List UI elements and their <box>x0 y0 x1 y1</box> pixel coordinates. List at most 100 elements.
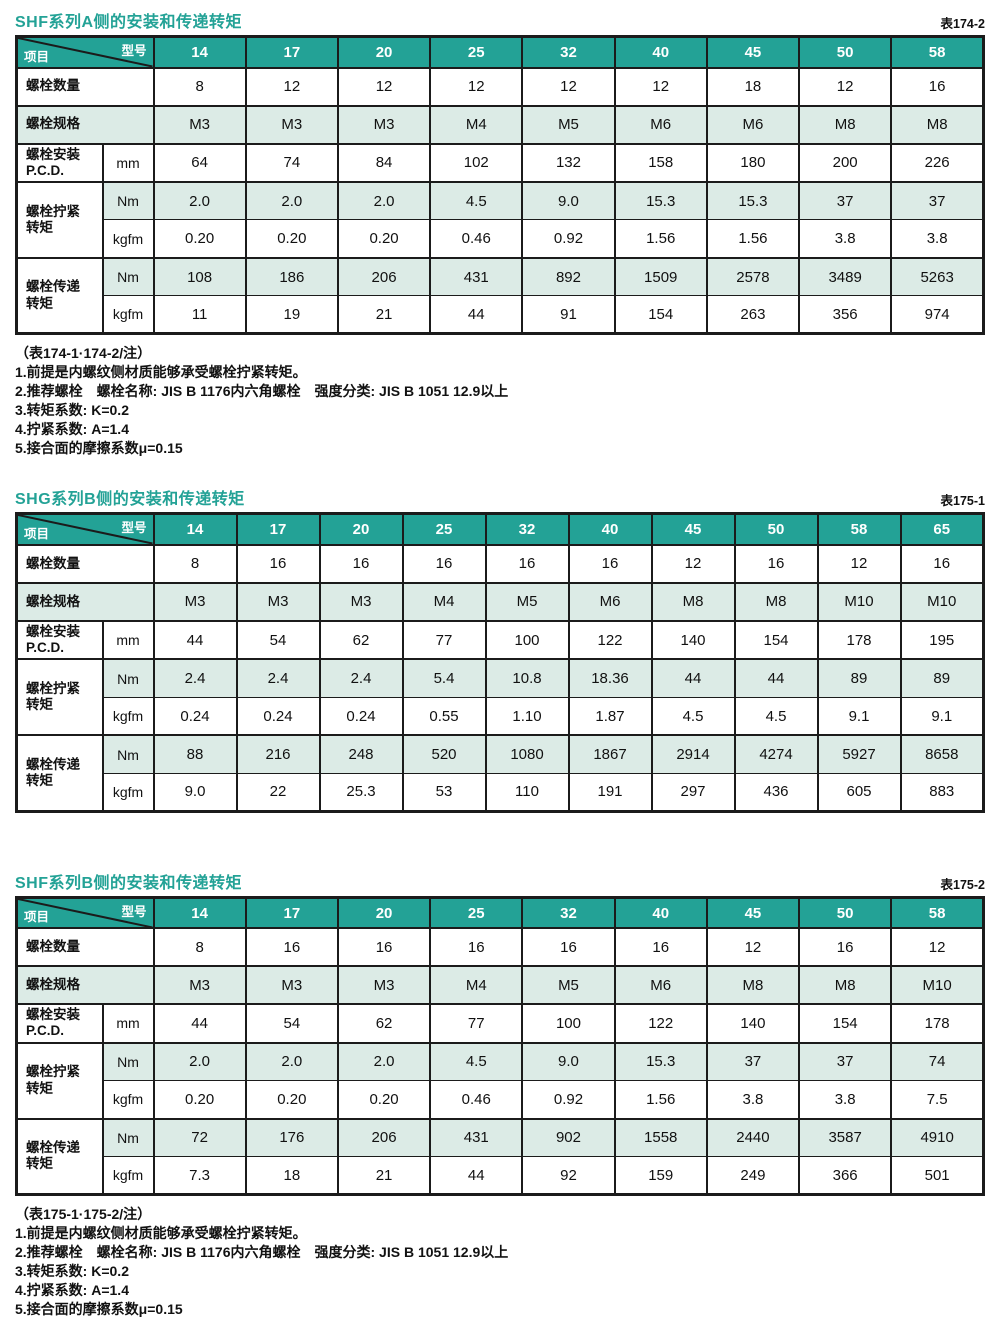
data-cell: 21 <box>336 1156 432 1196</box>
section-header: SHF系列B侧的安装和传递转矩 表175-2 <box>15 869 985 893</box>
data-cell: 44 <box>152 619 238 661</box>
data-cell: 44 <box>650 658 736 698</box>
data-cell: 8 <box>152 927 247 968</box>
data-cell: M6 <box>613 104 708 145</box>
table-row: kgfm 11 19 21 44 91 154 263 356 974 <box>17 295 985 335</box>
data-cell: 605 <box>816 772 902 813</box>
corner-label-item: 项目 <box>24 526 50 541</box>
section-shg-b-side: SHG系列B侧的安装和传递转矩 表175-1 型号 项目 14 17 20 25 32 40 4… <box>15 485 985 813</box>
data-cell: 2914 <box>650 734 736 774</box>
row-label-cell: 螺栓拧紧 转矩 <box>15 180 104 259</box>
model-header-cell: 17 <box>244 35 339 69</box>
data-cell: 122 <box>613 1003 708 1044</box>
data-cell: 8658 <box>899 734 985 774</box>
table-row: kgfm 7.3 18 21 44 92 159 249 366 501 <box>17 1156 985 1196</box>
data-cell: 4.5 <box>650 696 736 737</box>
data-cell: 7.3 <box>152 1156 247 1196</box>
data-cell: 9.0 <box>521 1041 616 1082</box>
note-line: 3.转矩系数: K=0.2 <box>15 1263 129 1280</box>
data-cell: 16 <box>336 927 432 968</box>
table-row: 螺栓传递 转矩 Nm 108 186 206 431 892 1509 2578 3489 5263 <box>15 256 985 335</box>
model-header-cell: 25 <box>401 512 487 546</box>
data-cell: 4.5 <box>429 1041 524 1082</box>
data-cell: 0.24 <box>152 696 238 737</box>
table-ref-label: 表175-2 <box>940 877 985 892</box>
model-header-cell: 32 <box>484 512 570 546</box>
data-cell: M8 <box>733 581 819 622</box>
data-cell: 436 <box>733 772 819 813</box>
data-cell: 37 <box>705 1041 801 1082</box>
data-cell: 16 <box>567 543 653 584</box>
model-header-cell: 25 <box>429 896 524 930</box>
table-row: 螺栓安装 P.C.D. mm 64 74 84 102 132 158 180 200 226 <box>15 142 985 183</box>
corner-cell: 型号 项目 <box>15 896 155 930</box>
data-cell: 520 <box>401 734 487 774</box>
model-header-cell: 20 <box>336 35 432 69</box>
model-header-cell: 17 <box>235 512 321 546</box>
model-header-cell: 25 <box>429 35 524 69</box>
data-cell: 1.56 <box>705 219 801 259</box>
data-cell: M8 <box>650 581 736 622</box>
data-cell: 15.3 <box>705 180 801 221</box>
unit-cell: Nm <box>101 180 155 221</box>
spec-table-container: 型号 项目 14 17 20 25 32 40 45 50 58 65 螺栓数量 8 16 16 16 16 16 1… <box>15 512 985 813</box>
data-cell: 89 <box>816 658 902 698</box>
table-row: kgfm 0.20 0.20 0.20 0.46 0.92 1.56 1.56 3.8 3.8 <box>17 219 985 259</box>
model-header-cell: 14 <box>152 512 238 546</box>
table-row: kgfm 0.20 0.20 0.20 0.46 0.92 1.56 3.8 3.8 7.5 <box>17 1080 985 1120</box>
data-cell: 54 <box>244 1003 339 1044</box>
data-cell: 72 <box>152 1117 247 1158</box>
data-cell: M6 <box>613 965 708 1006</box>
data-cell: 44 <box>733 658 819 698</box>
row-label-cell: 螺栓传递 转矩 <box>15 1117 104 1196</box>
data-cell: 1.87 <box>567 696 653 737</box>
data-cell: 9.1 <box>816 696 902 737</box>
data-cell: 12 <box>890 927 985 968</box>
data-cell: M8 <box>798 965 893 1006</box>
data-cell: 1867 <box>567 734 653 774</box>
data-cell: 12 <box>613 66 708 107</box>
table-row: 螺栓规格 M3 M3 M3 M4 M5 M6 M8 M8 M10 M10 <box>15 581 985 622</box>
model-header-cell: 32 <box>521 35 616 69</box>
data-cell: M3 <box>318 581 404 622</box>
data-cell: 12 <box>521 66 616 107</box>
row-label-cell: 螺栓传递 转矩 <box>15 256 104 335</box>
data-cell: 176 <box>244 1117 339 1158</box>
row-label-cell: 螺栓安装 P.C.D. <box>15 142 104 183</box>
data-cell: 140 <box>705 1003 801 1044</box>
data-cell: M10 <box>899 581 985 622</box>
model-header-cell: 65 <box>899 512 985 546</box>
data-cell: 1.10 <box>484 696 570 737</box>
data-cell: 356 <box>798 295 893 335</box>
data-cell: 91 <box>521 295 616 335</box>
data-cell: 16 <box>798 927 893 968</box>
row-label-cell: 螺栓安装 P.C.D. <box>15 619 104 661</box>
data-cell: 2.0 <box>336 1041 432 1082</box>
data-cell: 110 <box>484 772 570 813</box>
data-cell: 0.20 <box>152 1080 247 1120</box>
table-ref-label: 表174-2 <box>940 17 985 31</box>
notes-block: （表174-1·174-2/注） 1.前提是内螺纹侧材质能够承受螺栓拧紧转矩。 2.… <box>15 344 985 458</box>
table-row: 螺栓规格 M3 M3 M3 M4 M5 M6 M8 M8 M10 <box>15 965 985 1006</box>
table-row: 螺栓规格 M3 M3 M3 M4 M5 M6 M6 M8 M8 <box>15 104 985 145</box>
data-cell: 10.8 <box>484 658 570 698</box>
data-cell: 195 <box>899 619 985 661</box>
model-header-cell: 58 <box>816 512 902 546</box>
corner-label-model: 型号 <box>121 904 147 919</box>
model-header-cell: 32 <box>521 896 616 930</box>
data-cell: 431 <box>429 256 524 297</box>
unit-cell: Nm <box>101 1117 155 1158</box>
data-cell: 0.46 <box>429 1080 524 1120</box>
model-header-cell: 14 <box>152 896 247 930</box>
unit-cell: kgfm <box>101 772 155 813</box>
data-cell: 186 <box>244 256 339 297</box>
data-cell: 44 <box>429 295 524 335</box>
data-cell: 53 <box>401 772 487 813</box>
data-cell: 1558 <box>613 1117 708 1158</box>
data-cell: M6 <box>705 104 801 145</box>
data-cell: 159 <box>613 1156 708 1196</box>
model-header-cell: 17 <box>244 896 339 930</box>
row-label-cell: 螺栓安装 P.C.D. <box>15 1003 104 1044</box>
data-cell: 5927 <box>816 734 902 774</box>
data-cell: 9.0 <box>152 772 238 813</box>
